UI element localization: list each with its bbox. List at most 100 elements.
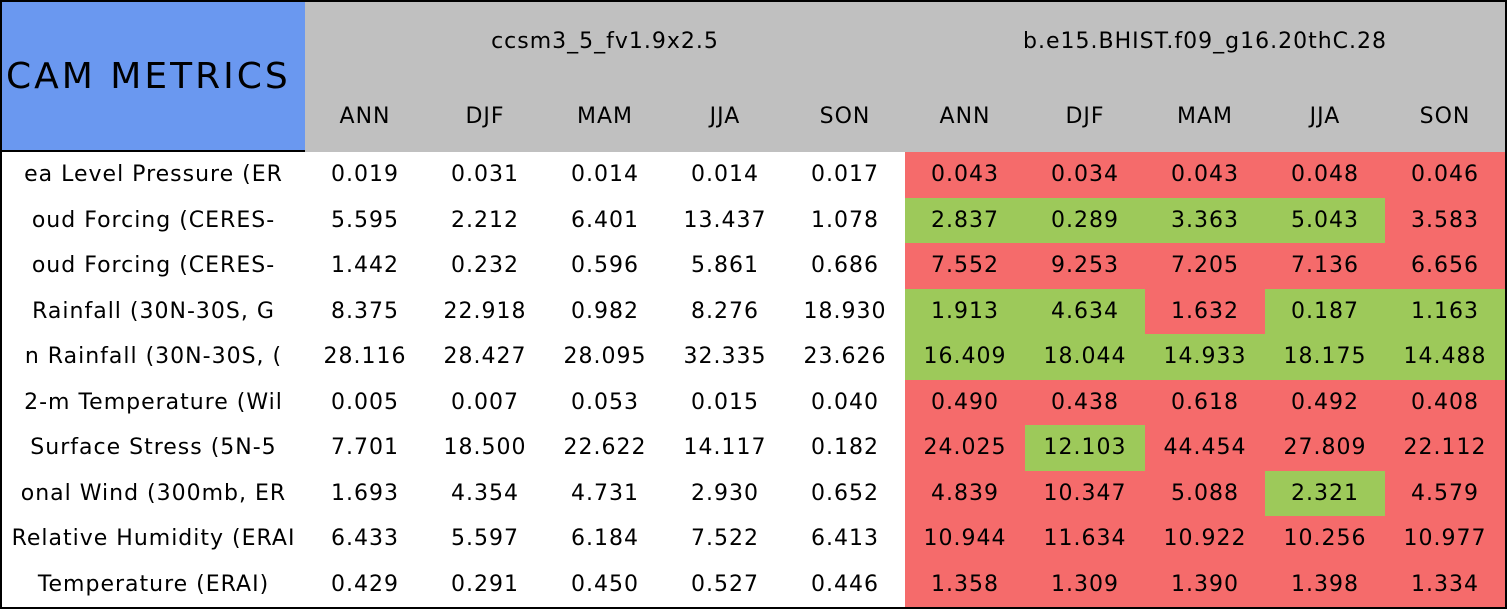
value-cell: 4.634 xyxy=(1025,288,1147,336)
value-cell: 6.433 xyxy=(305,516,427,564)
value-cell: 0.686 xyxy=(785,243,907,291)
value-cell: 0.232 xyxy=(425,243,547,291)
value-cell: 5.043 xyxy=(1265,197,1387,245)
row-label: onal Wind (300mb, ER xyxy=(0,470,307,518)
value-cell: 22.918 xyxy=(425,288,547,336)
value-cell: 4.579 xyxy=(1385,470,1507,518)
season-header: DJF xyxy=(425,80,547,154)
value-cell: 10.944 xyxy=(905,516,1027,564)
value-cell: 22.622 xyxy=(545,425,667,473)
value-cell: 0.034 xyxy=(1025,152,1147,200)
row-label: 2-m Temperature (Wil xyxy=(0,379,307,427)
group-header: ccsm3_5_fv1.9x2.5 xyxy=(305,0,907,82)
value-cell: 6.656 xyxy=(1385,243,1507,291)
value-cell: 1.632 xyxy=(1145,288,1267,336)
value-cell: 32.335 xyxy=(665,334,787,382)
value-cell: 0.408 xyxy=(1385,379,1507,427)
value-cell: 0.182 xyxy=(785,425,907,473)
value-cell: 18.930 xyxy=(785,288,907,336)
value-cell: 3.583 xyxy=(1385,197,1507,245)
value-cell: 2.321 xyxy=(1265,470,1387,518)
value-cell: 10.977 xyxy=(1385,516,1507,564)
row-label: oud Forcing (CERES- xyxy=(0,197,307,245)
value-cell: 8.375 xyxy=(305,288,427,336)
value-cell: 0.014 xyxy=(545,152,667,200)
value-cell: 0.043 xyxy=(905,152,1027,200)
value-cell: 5.088 xyxy=(1145,470,1267,518)
value-cell: 9.253 xyxy=(1025,243,1147,291)
value-cell: 0.490 xyxy=(905,379,1027,427)
value-cell: 6.401 xyxy=(545,197,667,245)
season-header: ANN xyxy=(305,80,427,154)
season-header: DJF xyxy=(1025,80,1147,154)
value-cell: 23.626 xyxy=(785,334,907,382)
season-header: ANN xyxy=(905,80,1027,154)
value-cell: 2.837 xyxy=(905,197,1027,245)
value-cell: 0.031 xyxy=(425,152,547,200)
value-cell: 10.922 xyxy=(1145,516,1267,564)
season-header: MAM xyxy=(545,80,667,154)
value-cell: 18.500 xyxy=(425,425,547,473)
value-cell: 5.861 xyxy=(665,243,787,291)
value-cell: 24.025 xyxy=(905,425,1027,473)
value-cell: 0.596 xyxy=(545,243,667,291)
value-cell: 2.930 xyxy=(665,470,787,518)
value-cell: 4.731 xyxy=(545,470,667,518)
value-cell: 0.429 xyxy=(305,561,427,609)
value-cell: 0.053 xyxy=(545,379,667,427)
value-cell: 0.046 xyxy=(1385,152,1507,200)
value-cell: 8.276 xyxy=(665,288,787,336)
value-cell: 0.015 xyxy=(665,379,787,427)
value-cell: 0.043 xyxy=(1145,152,1267,200)
value-cell: 1.163 xyxy=(1385,288,1507,336)
value-cell: 11.634 xyxy=(1025,516,1147,564)
value-cell: 1.390 xyxy=(1145,561,1267,609)
value-cell: 1.078 xyxy=(785,197,907,245)
season-header: MAM xyxy=(1145,80,1267,154)
value-cell: 12.103 xyxy=(1025,425,1147,473)
value-cell: 18.175 xyxy=(1265,334,1387,382)
value-cell: 0.014 xyxy=(665,152,787,200)
value-cell: 7.136 xyxy=(1265,243,1387,291)
value-cell: 1.913 xyxy=(905,288,1027,336)
row-label: Temperature (ERAI) xyxy=(0,561,307,609)
value-cell: 0.652 xyxy=(785,470,907,518)
season-header: SON xyxy=(1385,80,1507,154)
value-cell: 6.413 xyxy=(785,516,907,564)
value-cell: 7.205 xyxy=(1145,243,1267,291)
value-cell: 18.044 xyxy=(1025,334,1147,382)
value-cell: 1.309 xyxy=(1025,561,1147,609)
value-cell: 0.289 xyxy=(1025,197,1147,245)
value-cell: 14.117 xyxy=(665,425,787,473)
value-cell: 0.040 xyxy=(785,379,907,427)
row-label: n Rainfall (30N-30S, ( xyxy=(0,334,307,382)
group-header: b.e15.BHIST.f09_g16.20thC.28 xyxy=(905,0,1507,82)
value-cell: 0.446 xyxy=(785,561,907,609)
value-cell: 2.212 xyxy=(425,197,547,245)
value-cell: 28.095 xyxy=(545,334,667,382)
value-cell: 44.454 xyxy=(1145,425,1267,473)
value-cell: 1.334 xyxy=(1385,561,1507,609)
value-cell: 0.527 xyxy=(665,561,787,609)
row-label: oud Forcing (CERES- xyxy=(0,243,307,291)
value-cell: 14.933 xyxy=(1145,334,1267,382)
season-header: JJA xyxy=(665,80,787,154)
value-cell: 0.005 xyxy=(305,379,427,427)
value-cell: 0.007 xyxy=(425,379,547,427)
value-cell: 0.291 xyxy=(425,561,547,609)
value-cell: 3.363 xyxy=(1145,197,1267,245)
value-cell: 1.358 xyxy=(905,561,1027,609)
value-cell: 0.017 xyxy=(785,152,907,200)
season-header: JJA xyxy=(1265,80,1387,154)
value-cell: 0.982 xyxy=(545,288,667,336)
value-cell: 0.450 xyxy=(545,561,667,609)
value-cell: 16.409 xyxy=(905,334,1027,382)
value-cell: 0.187 xyxy=(1265,288,1387,336)
value-cell: 5.595 xyxy=(305,197,427,245)
row-label: ea Level Pressure (ER xyxy=(0,152,307,200)
value-cell: 22.112 xyxy=(1385,425,1507,473)
value-cell: 1.398 xyxy=(1265,561,1387,609)
value-cell: 6.184 xyxy=(545,516,667,564)
value-cell: 1.693 xyxy=(305,470,427,518)
value-cell: 5.597 xyxy=(425,516,547,564)
